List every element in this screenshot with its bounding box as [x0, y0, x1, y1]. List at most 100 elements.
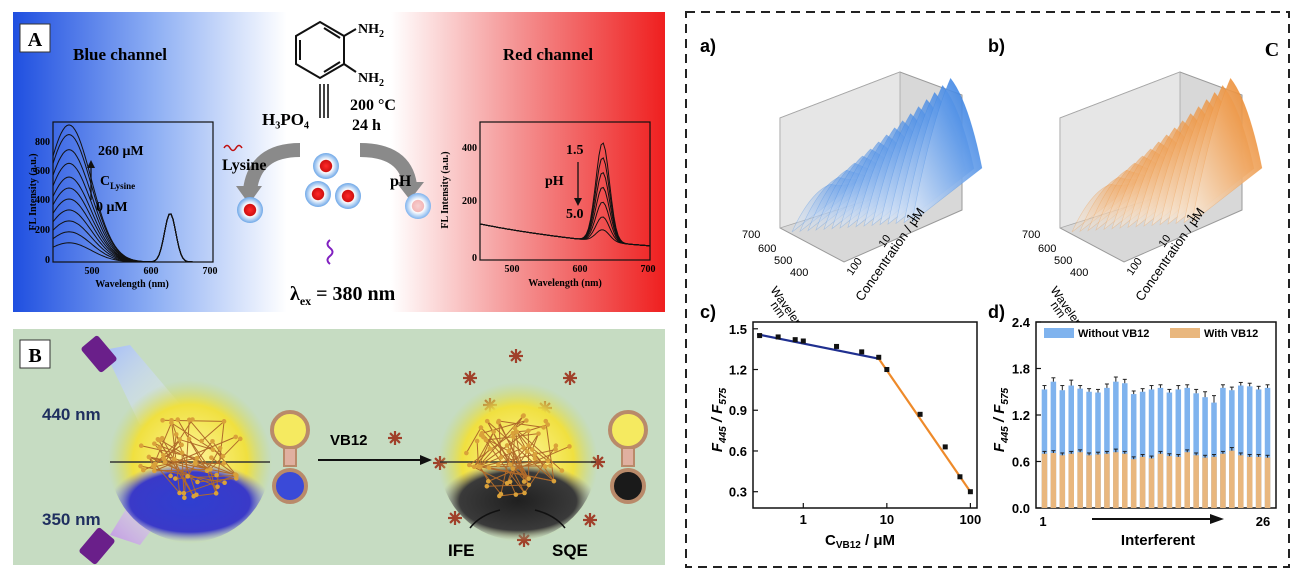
bar-with-vb12 [1255, 456, 1262, 508]
o-phenylenediamine-structure [295, 20, 357, 80]
bar-with-vb12 [1166, 456, 1173, 508]
cluster-bond [486, 484, 529, 487]
cluster-atom [181, 490, 187, 496]
panel-b: B 440 nm 350 nm VB12 IFE SQE [13, 329, 665, 565]
chart-d: 0.0 0.6 1.2 1.8 2.4 Without VB12 With VB12 F… [991, 315, 1277, 549]
chart-d-marks: 0.0 0.6 1.2 1.8 2.4 [1012, 315, 1271, 516]
cluster-atom [192, 460, 198, 465]
svg-text:CLysine: CLysine [100, 174, 135, 191]
right-inset-ytick: 0 [472, 253, 477, 264]
lysine-curved-arrow [243, 143, 301, 192]
cluster-atom [169, 417, 174, 423]
cluster-atom [171, 456, 177, 462]
chart-c-data-point [800, 338, 806, 344]
subpanel-c-label: c) [700, 302, 716, 322]
chart-c-xtick-label: 100 [960, 512, 982, 527]
carbon-dots-cluster [237, 153, 431, 223]
cluster-atom [541, 425, 546, 430]
ph-label: pH [390, 173, 412, 190]
chart-c-xlabel-unit: / μM [861, 532, 895, 549]
bar-with-vb12 [1095, 454, 1101, 508]
left-inset-ytick: 200 [35, 225, 50, 236]
cluster-atom [157, 445, 163, 450]
cluster-atom [177, 490, 182, 496]
chart-d-ytick-label: 0.0 [1012, 501, 1030, 516]
bar-with-vb12 [1157, 453, 1164, 508]
bar-without-vb12 [1148, 389, 1155, 508]
bar-with-vb12 [1202, 457, 1208, 508]
cluster-atom [486, 465, 492, 470]
cluster-atom [214, 472, 219, 478]
chart-d-ytick-label: 0.6 [1012, 455, 1030, 470]
left-inset-top-annotation: 260 μM [98, 144, 144, 159]
cluster-bond [183, 419, 190, 498]
cluster-atom [508, 462, 513, 467]
cluster-bond [480, 465, 551, 468]
cluster-atom [210, 447, 216, 453]
chart-c-data-point [942, 444, 948, 450]
surface-plot-a: Wavelength / nm Concentration / μM 700 6… [742, 71, 983, 349]
bar-without-vb12 [1086, 391, 1092, 508]
blue-channel-title: Blue channel [73, 45, 167, 64]
bar-with-vb12 [1104, 453, 1110, 508]
lysine-label: Lysine [222, 157, 266, 174]
cluster-atom [160, 418, 165, 423]
bar-with-vb12 [1068, 453, 1074, 508]
bar-without-vb12 [1166, 392, 1173, 508]
vb12-molecule-icon [564, 372, 576, 384]
chart-c-ylabel-sub1: 445 [718, 426, 729, 444]
bar-with-vb12 [1041, 453, 1048, 508]
svg-text:NH2: NH2 [358, 22, 384, 40]
surface-a-ridges [791, 77, 983, 233]
lamp-440-icon [81, 335, 117, 373]
chart-c-xlabel-sub: VB12 [836, 540, 861, 551]
bar-with-vb12 [1229, 450, 1235, 508]
excitation-sub: ex [300, 294, 311, 308]
cluster-atom [545, 422, 551, 427]
sqe-arrow [534, 509, 566, 529]
cluster-bond [481, 432, 530, 486]
bar-with-vb12 [1246, 456, 1253, 508]
cluster-atom [234, 476, 239, 481]
bar-with-vb12 [1050, 452, 1057, 508]
cluster-atom [521, 445, 526, 450]
surface-b-ridges [1071, 77, 1263, 233]
svg-text:NH2: NH2 [358, 71, 384, 89]
wavelength-440-label: 440 nm [42, 405, 101, 424]
cluster-atom [507, 479, 513, 485]
vb12-molecule-icon [464, 372, 476, 384]
surface-plot-b: Wavelength / nm Concentration / μM 700 6… [1022, 71, 1263, 349]
left-inset-ytick: 600 [35, 166, 50, 177]
surface-b-wl-tick: 400 [1070, 267, 1088, 279]
svg-text:λex = 380 nm: λex = 380 nm [290, 283, 396, 308]
ife-label: IFE [448, 541, 474, 560]
amine-bottom-label: NH [358, 71, 379, 86]
vb12-molecule-icon [389, 432, 401, 444]
chart-c-data-point [884, 367, 890, 373]
cluster-atom [526, 428, 531, 434]
cluster-atom [179, 442, 184, 448]
cluster-bond [183, 474, 237, 494]
cluster-atom [152, 461, 158, 467]
chart-c-data-point [967, 489, 973, 495]
surface-b-wl-tick: 600 [1038, 243, 1056, 255]
bar-with-vb12 [1175, 456, 1182, 508]
cluster-atom [478, 425, 484, 430]
chart-c-data-point [859, 349, 865, 355]
carbon-dot-lysine [237, 197, 263, 223]
left-inset-xtick: 500 [85, 266, 100, 277]
cluster-atom [177, 437, 183, 442]
cluster-bond [473, 431, 495, 468]
chart-c-ytick-label: 1.5 [729, 322, 747, 337]
panel-b-label-box [19, 339, 51, 369]
chart-c-ylabel-sub2: 575 [718, 387, 729, 404]
cluster-bond [170, 434, 177, 476]
surface-b-conc-tick: 10 [1157, 233, 1174, 250]
left-inset-bottom-annotation: 0 μM [96, 200, 128, 215]
cluster-atom [159, 435, 165, 441]
cluster-bond [154, 444, 182, 465]
cluster-atom [506, 448, 512, 454]
excitation-symbol: λ [290, 283, 300, 305]
cluster-bond [161, 437, 195, 497]
surface-a-wl-tick: 700 [742, 229, 760, 241]
